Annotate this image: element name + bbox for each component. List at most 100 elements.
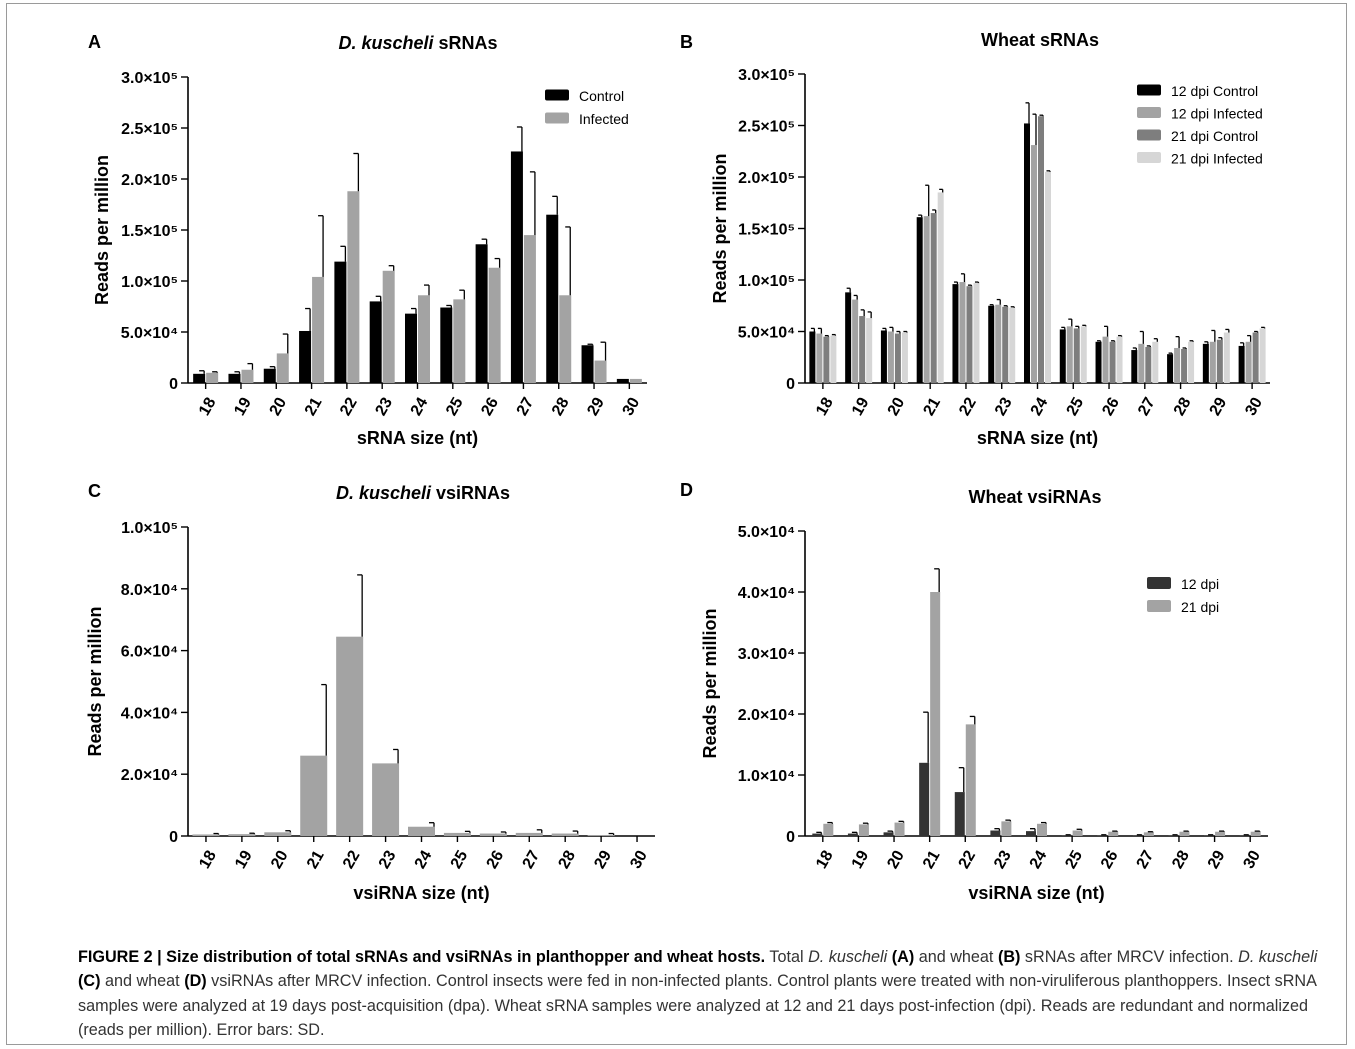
bar bbox=[1024, 123, 1030, 383]
legend-label: 12 dpi Control bbox=[1171, 83, 1258, 99]
bar bbox=[952, 284, 959, 383]
bar bbox=[510, 151, 523, 383]
bar bbox=[372, 763, 400, 836]
x-tick-label: 25 bbox=[448, 848, 472, 872]
x-tick-label: 29 bbox=[1205, 848, 1229, 872]
bar bbox=[1037, 823, 1047, 836]
bar bbox=[883, 832, 894, 836]
bar bbox=[263, 368, 276, 383]
bar bbox=[1239, 835, 1250, 836]
y-tick-label: 1.0×10⁵ bbox=[121, 520, 178, 537]
x-tick-label: 27 bbox=[1135, 395, 1159, 419]
y-tick-label: 5.0×10⁴ bbox=[738, 325, 795, 342]
bar bbox=[1259, 328, 1266, 383]
bar bbox=[1215, 831, 1226, 836]
bar bbox=[523, 235, 536, 383]
bar bbox=[1097, 835, 1108, 836]
y-tick-label: 6.0×10⁴ bbox=[121, 644, 178, 661]
legend-swatch bbox=[1137, 152, 1161, 163]
bar bbox=[1143, 832, 1154, 836]
x-axis-title: sRNA size (nt) bbox=[357, 428, 478, 448]
chart-title: Wheat sRNAs bbox=[981, 30, 1099, 50]
bar bbox=[823, 336, 830, 383]
bar bbox=[1245, 341, 1252, 383]
legend-swatch bbox=[545, 89, 569, 101]
bar bbox=[923, 216, 930, 383]
y-tick-label: 0 bbox=[169, 829, 178, 846]
bar bbox=[1167, 354, 1174, 383]
bar bbox=[937, 192, 944, 383]
bar bbox=[1001, 821, 1012, 836]
y-tick-label: 2.0×10⁴ bbox=[738, 707, 795, 724]
caption-ref-d: (D) bbox=[184, 972, 207, 991]
bar bbox=[930, 213, 937, 383]
bar bbox=[1045, 171, 1051, 383]
legend-swatch bbox=[1147, 600, 1171, 612]
bar bbox=[930, 592, 941, 836]
bar bbox=[1109, 341, 1116, 383]
chart-title: Wheat vsiRNAs bbox=[968, 487, 1101, 507]
x-tick-label: 21 bbox=[304, 848, 328, 872]
bar bbox=[594, 360, 607, 383]
panel-letter: B bbox=[680, 32, 693, 52]
legend-swatch bbox=[545, 112, 569, 124]
bar bbox=[852, 299, 859, 383]
bar bbox=[241, 369, 254, 383]
bar bbox=[880, 330, 887, 383]
x-tick-label: 28 bbox=[1169, 848, 1193, 872]
bar bbox=[1168, 835, 1179, 836]
bar bbox=[408, 826, 435, 836]
y-tick-label: 1.0×10⁴ bbox=[738, 768, 795, 785]
y-tick-label: 0 bbox=[786, 829, 795, 846]
bar bbox=[1145, 346, 1152, 383]
x-tick-label: 24 bbox=[1027, 848, 1051, 872]
bar bbox=[228, 834, 256, 836]
x-tick-label: 22 bbox=[956, 395, 980, 419]
y-tick-label: 2.5×10⁵ bbox=[121, 121, 178, 138]
y-tick-label: 1.5×10⁵ bbox=[738, 222, 795, 239]
x-tick-label: 29 bbox=[1207, 395, 1231, 419]
bar bbox=[1216, 339, 1223, 383]
bar bbox=[1250, 831, 1261, 836]
chart-panel-b: B Wheat sRNAs 0 5.0×10⁴ 1.0×10⁵ 1.5×10⁵ 2.0×10… bbox=[680, 30, 1270, 448]
bar bbox=[1238, 345, 1245, 383]
bar bbox=[1209, 341, 1216, 383]
bar bbox=[300, 755, 328, 836]
x-axis-title: vsiRNA size (nt) bbox=[353, 883, 489, 903]
bar bbox=[959, 282, 966, 383]
bar bbox=[479, 833, 507, 836]
bar bbox=[1031, 145, 1037, 383]
bar bbox=[264, 832, 292, 836]
x-tick-label: 23 bbox=[992, 395, 1016, 419]
x-tick-label: 28 bbox=[549, 395, 573, 419]
caption-ref-a: (A) bbox=[891, 948, 915, 966]
y-axis-title: Reads per million bbox=[85, 606, 105, 756]
bar bbox=[990, 830, 1001, 836]
legend-swatch bbox=[1137, 84, 1161, 96]
x-tick-label: 22 bbox=[956, 848, 980, 872]
bar bbox=[916, 217, 923, 383]
x-tick-label: 19 bbox=[849, 848, 873, 872]
x-tick-label: 29 bbox=[584, 395, 608, 419]
x-tick-label: 27 bbox=[514, 395, 538, 419]
x-tick-label: 27 bbox=[520, 848, 544, 872]
chart-title: D. kuscheli sRNAs bbox=[338, 33, 497, 53]
bar bbox=[587, 835, 615, 836]
bar bbox=[973, 283, 980, 383]
bar bbox=[965, 724, 976, 836]
bar bbox=[1204, 835, 1215, 836]
x-tick-label: 25 bbox=[443, 395, 467, 419]
x-tick-label: 26 bbox=[484, 848, 508, 872]
x-tick-label: 20 bbox=[267, 395, 291, 419]
bar bbox=[1152, 341, 1159, 383]
y-tick-label: 0 bbox=[169, 376, 178, 393]
x-tick-label: 26 bbox=[1098, 848, 1122, 872]
bar bbox=[887, 331, 894, 383]
bar bbox=[1038, 116, 1044, 383]
bar bbox=[1002, 306, 1009, 383]
x-tick-label: 22 bbox=[340, 848, 364, 872]
bar bbox=[1009, 307, 1016, 383]
chart-panel-d: D Wheat vsiRNAs 0 1.0×10⁴ 2.0×10⁴ 3.0×10⁴ 4.0×… bbox=[680, 480, 1268, 903]
y-tick-label: 2.0×10⁵ bbox=[738, 170, 795, 187]
